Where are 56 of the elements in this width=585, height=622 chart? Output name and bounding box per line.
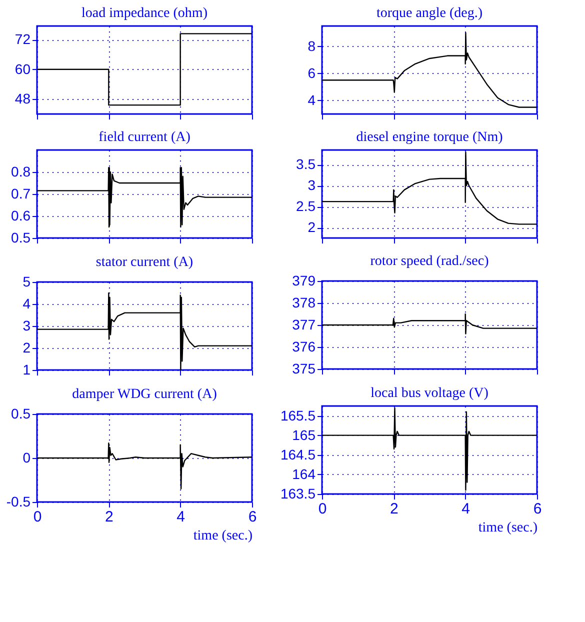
y-tick-label: 60	[14, 60, 31, 77]
y-tick-label: 3	[308, 177, 316, 194]
y-tick-label: 0.7	[11, 186, 31, 202]
x-tick-label: 2	[390, 500, 398, 518]
y-tick-label: 163.5	[280, 486, 316, 502]
line-series	[36, 442, 253, 490]
y-tick-label: 2.5	[296, 198, 316, 214]
chart-title: stator current (A)	[96, 255, 194, 270]
x-tick-label: 6	[248, 508, 257, 526]
y-tick-label: 0.6	[11, 208, 31, 224]
chart-title: torque angle (deg.)	[376, 6, 483, 21]
y-tick-label: -0.5	[6, 494, 31, 510]
chart-title: field current (A)	[98, 130, 191, 145]
x-tick-label: 6	[533, 500, 542, 518]
line-series	[321, 32, 538, 108]
y-tick-label: 5	[22, 274, 31, 290]
x-axis-title: time (sec.)	[478, 520, 538, 536]
y-tick-label: 164	[292, 466, 316, 482]
line-series	[36, 167, 253, 228]
chart-title: rotor speed (rad./sec)	[370, 254, 490, 269]
y-tick-label: 48	[14, 90, 31, 107]
y-tick-label: 0.5	[11, 406, 31, 422]
line-series	[321, 313, 538, 334]
x-tick-label: 4	[462, 500, 470, 518]
y-tick-label: 0	[22, 450, 31, 466]
x-tick-label: 2	[104, 508, 114, 526]
y-tick-label: 4	[308, 92, 316, 108]
y-tick-label: 0.5	[11, 230, 31, 246]
y-tick-label: 378	[292, 294, 316, 310]
chart-title: load impedance (ohm)	[82, 6, 208, 21]
y-tick-label: 72	[14, 31, 31, 48]
y-tick-label: 4	[22, 296, 31, 312]
y-tick-label: 8	[308, 38, 316, 54]
chart-title: diesel engine torque (Nm)	[356, 130, 504, 145]
y-tick-label: 376	[292, 338, 316, 354]
y-tick-label: 3.5	[296, 156, 316, 172]
line-series	[321, 151, 538, 225]
y-tick-label: 0.8	[11, 164, 31, 180]
chart-title: damper WDG current (A)	[72, 387, 218, 402]
line-series	[321, 407, 538, 491]
y-tick-label: 379	[292, 272, 316, 288]
chart-title: local bus voltage (V)	[370, 386, 489, 401]
y-tick-label: 2	[22, 340, 31, 356]
x-tick-label: 0	[318, 500, 327, 518]
x-tick-label: 4	[176, 508, 186, 526]
y-tick-label: 375	[292, 360, 316, 376]
y-tick-label: 2	[308, 219, 316, 236]
y-tick-label: 3	[22, 318, 31, 334]
x-axis-title: time (sec.)	[193, 528, 253, 544]
y-tick-label: 164.5	[280, 446, 316, 462]
y-tick-label: 165	[292, 426, 316, 443]
y-tick-label: 6	[308, 64, 316, 81]
y-tick-label: 165.5	[280, 407, 316, 424]
x-tick-label: 0	[33, 508, 42, 526]
y-tick-label: 377	[292, 316, 316, 332]
y-tick-label: 1	[22, 362, 31, 378]
